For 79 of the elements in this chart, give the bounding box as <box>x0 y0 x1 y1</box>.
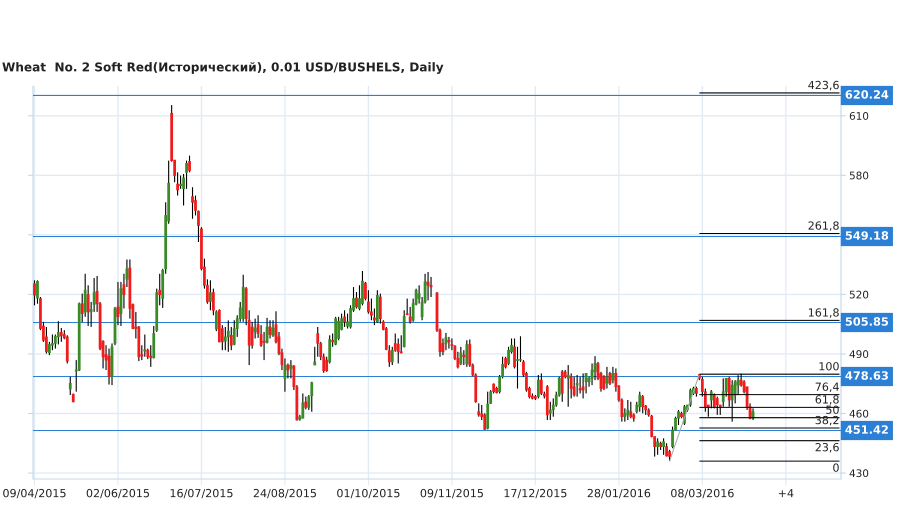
candlestick <box>286 362 290 379</box>
candlestick <box>45 326 48 354</box>
candlestick <box>668 449 671 462</box>
x-tick-label: 24/08/2015 <box>254 488 316 498</box>
x-tick-label: 01/10/2015 <box>337 488 400 498</box>
candlestick <box>608 371 612 386</box>
series-label: 50 <box>826 406 839 414</box>
chart-title: Wheat No. 2 Soft Red(Исторический), 0.01 USD/BUSHELS, Daily <box>2 62 444 74</box>
x-tick-label: 08/03/2016 <box>671 488 734 498</box>
candlestick <box>343 310 346 328</box>
candlestick <box>179 174 182 190</box>
candlestick <box>262 331 266 361</box>
y-tick-label: 580 <box>850 172 868 180</box>
x-tick-label: 16/07/2015 <box>170 488 233 498</box>
candlestick <box>448 336 450 350</box>
ref-line-label: 505.85 <box>846 317 888 326</box>
line-series <box>669 374 700 462</box>
candlestick <box>316 326 320 358</box>
candlestick <box>459 346 462 366</box>
y-tick-label: 520 <box>850 290 868 299</box>
x-tick-label: 09/04/2015 <box>3 488 66 498</box>
candlestick <box>626 399 630 421</box>
candlestick <box>465 340 468 368</box>
candlestick <box>209 280 212 311</box>
y-tick-label: 610 <box>850 112 868 120</box>
x-tick-label: 17/12/2015 <box>504 488 566 498</box>
candlestick <box>578 376 582 394</box>
series-label: 423,6 <box>808 80 839 90</box>
candlestick <box>254 318 257 340</box>
ref-line-label: 451.42 <box>845 425 888 434</box>
candlestick <box>536 374 540 399</box>
candlestick <box>268 320 272 340</box>
candlestick <box>594 356 596 381</box>
ref-line-label: 478.63 <box>845 371 888 380</box>
x-tick-label: +4 <box>778 489 794 498</box>
candlestick <box>572 376 576 398</box>
candlestick <box>426 271 430 301</box>
candlestick <box>301 392 304 419</box>
candlestick <box>576 374 579 398</box>
series-label: 100 <box>820 362 839 370</box>
candlestick <box>584 372 588 394</box>
candlestick <box>50 334 54 351</box>
candlestick <box>695 386 698 398</box>
candlestick <box>629 401 632 419</box>
candlestick <box>272 320 274 338</box>
candlestick <box>638 391 642 412</box>
series-label: 261,8 <box>808 221 839 231</box>
ref-line-label: 620.24 <box>846 90 888 99</box>
y-tick-label: 430 <box>850 469 868 478</box>
candlestick <box>540 372 543 396</box>
series-label: 61,8 <box>816 395 839 405</box>
x-tick-label: 02/06/2015 <box>86 488 150 498</box>
candlestick <box>444 332 448 351</box>
candlestick <box>56 320 60 345</box>
candlestick <box>108 348 110 386</box>
candlestick <box>143 334 146 358</box>
candlestick <box>606 366 608 390</box>
candlestick <box>250 321 254 350</box>
x-tick-label: 09/11/2015 <box>420 488 483 498</box>
candlestick <box>560 369 564 402</box>
series-label: 76,4 <box>816 382 839 392</box>
candlestick <box>612 366 614 384</box>
ref-line-label: 549.18 <box>846 231 888 240</box>
series-label: 23,6 <box>816 442 839 453</box>
candlestick <box>662 438 665 456</box>
candlestick <box>33 280 36 306</box>
y-tick-label: 490 <box>850 350 868 358</box>
candlestick <box>656 438 660 456</box>
candlestick <box>191 186 194 220</box>
y-tick-label: 460 <box>850 410 868 418</box>
series-label: 38,2 <box>816 416 838 426</box>
candlestick <box>582 372 584 399</box>
candlestick <box>665 442 668 458</box>
x-tick-label: 28/01/2016 <box>588 488 650 498</box>
series-label: 161,8 <box>808 308 839 318</box>
candlestick <box>337 316 340 341</box>
candlestick <box>60 327 63 342</box>
candlestick <box>430 276 432 298</box>
series-label: 0 <box>833 463 839 472</box>
